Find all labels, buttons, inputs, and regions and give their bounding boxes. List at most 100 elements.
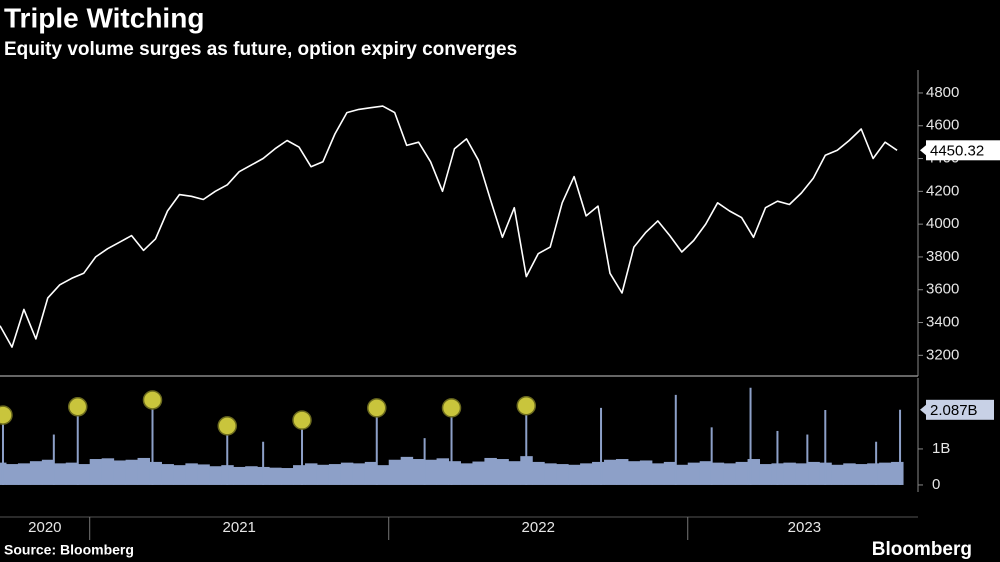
- volume-bar: [400, 456, 414, 485]
- y-tick-label: 3200: [926, 346, 959, 363]
- x-tick-label: 2020: [28, 519, 61, 536]
- volume-bar: [436, 458, 450, 485]
- witching-marker: [0, 405, 13, 425]
- volume-bar: [53, 463, 67, 485]
- y-tick-label: 3600: [926, 281, 959, 298]
- volume-bar: [496, 459, 509, 485]
- volume-bar: [5, 464, 19, 485]
- volume-bar: [424, 459, 438, 485]
- volume-bar: [687, 462, 701, 485]
- volume-bar: [41, 459, 55, 485]
- x-tick-label: 2022: [522, 519, 555, 536]
- last-volume-pointer: [920, 404, 926, 415]
- chart-subtitle: Equity volume surges as future, option e…: [4, 39, 517, 60]
- volume-bar: [592, 461, 605, 485]
- volume-bar: [161, 464, 174, 485]
- volume-bar: [125, 459, 139, 485]
- volume-bar: [735, 461, 749, 485]
- y-tick-label: 0: [932, 476, 940, 493]
- volume-bar: [484, 457, 497, 485]
- volume-bar: [891, 461, 904, 485]
- volume-bar: [17, 463, 31, 485]
- witching-marker: [441, 398, 462, 418]
- y-tick-label: 4200: [926, 182, 959, 199]
- volume-bar: [209, 466, 222, 485]
- last-volume-label: 2.087B: [930, 402, 978, 419]
- volume-bar: [568, 464, 581, 485]
- volume-bar: [675, 464, 689, 485]
- witching-marker: [516, 395, 537, 416]
- volume-bar: [472, 461, 485, 485]
- volume-bar: [269, 467, 282, 485]
- volume-bar: [532, 461, 545, 485]
- volume-bar: [831, 464, 844, 485]
- volume-bar: [149, 461, 162, 485]
- volume-bar: [233, 466, 246, 485]
- volume-bar: [615, 459, 629, 485]
- volume-bar: [747, 459, 761, 485]
- brand: Bloomberg: [872, 539, 972, 560]
- last-value-box: [926, 140, 1000, 161]
- volume-bar: [556, 464, 569, 485]
- volume-bar: [855, 464, 868, 485]
- volume-bar: [173, 465, 186, 485]
- volume-bar: [723, 463, 737, 485]
- volume-bar: [305, 463, 318, 485]
- witching-marker: [67, 397, 88, 417]
- x-tick-label: 2021: [223, 519, 256, 536]
- witching-marker: [217, 416, 238, 436]
- last-value-pointer: [920, 145, 926, 156]
- volume-bar: [508, 461, 521, 485]
- volume-bar: [807, 461, 820, 485]
- volume-bar: [448, 461, 461, 485]
- chart-title: Triple Witching: [4, 2, 204, 33]
- witching-marker: [142, 390, 163, 410]
- volume-bar: [627, 461, 641, 485]
- volume-bar: [843, 463, 856, 485]
- last-value-label: 4450.32: [930, 142, 984, 159]
- volume-bar: [65, 462, 79, 485]
- y-tick-label: 3800: [926, 248, 959, 265]
- volume-bar: [185, 463, 198, 485]
- volume-bar: [699, 461, 713, 485]
- y-tick-label: 4800: [926, 84, 959, 101]
- volume-bar: [544, 463, 557, 485]
- volume-bar: [388, 459, 402, 485]
- volume-bar: [340, 462, 354, 485]
- volume-bar: [867, 463, 880, 485]
- volume-bar: [580, 463, 593, 485]
- volume-bar: [316, 464, 330, 485]
- witching-marker: [367, 398, 387, 418]
- volume-bar: [604, 459, 617, 485]
- volume-bar: [783, 462, 796, 485]
- volume-bar: [245, 466, 258, 485]
- volume-bar: [101, 458, 115, 485]
- volume-bar: [376, 465, 390, 485]
- volume-bar: [89, 459, 103, 485]
- x-tick-label: 2023: [788, 519, 821, 536]
- volume-bar: [639, 460, 653, 485]
- volume-bar: [281, 468, 294, 485]
- source: Source: Bloomberg: [4, 542, 134, 558]
- volume-bar: [879, 462, 892, 485]
- volume-bar: [711, 462, 725, 485]
- volume-bar: [663, 461, 677, 485]
- volume-bar: [352, 463, 366, 485]
- volume-bar: [412, 459, 426, 485]
- y-tick-label: 4600: [926, 117, 959, 134]
- volume-bar: [293, 465, 306, 485]
- volume-bar: [651, 463, 665, 485]
- y-tick-label: 1B: [932, 440, 950, 457]
- volume-bar: [759, 464, 772, 485]
- last-volume-box: [926, 399, 994, 420]
- volume-bar: [137, 457, 151, 485]
- volume-bar: [77, 464, 91, 485]
- y-tick-label: 4000: [926, 215, 959, 232]
- price-line: [0, 105, 898, 348]
- witching-marker: [292, 410, 312, 430]
- volume-bar: [197, 464, 210, 485]
- volume-bar: [364, 461, 378, 485]
- volume-bar: [328, 464, 342, 485]
- y-tick-label: 3400: [926, 313, 959, 330]
